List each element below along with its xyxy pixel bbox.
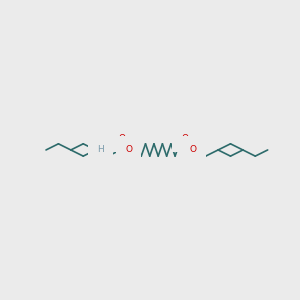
Text: H: H	[97, 145, 104, 154]
Text: O: O	[181, 134, 188, 143]
Text: O: O	[118, 134, 125, 143]
Text: O: O	[125, 146, 133, 154]
Text: O: O	[190, 146, 197, 154]
